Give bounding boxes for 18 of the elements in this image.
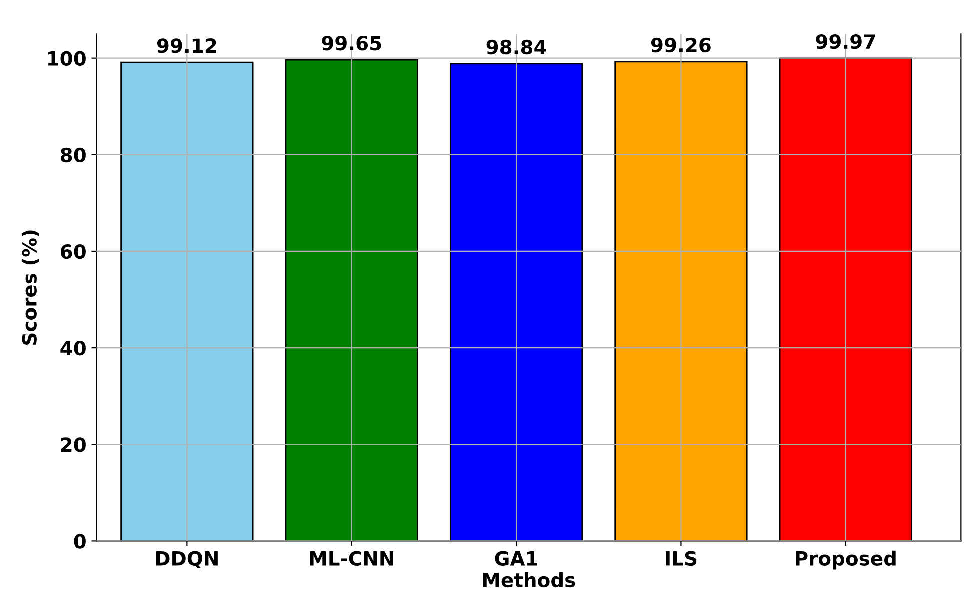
x-tick-label: Proposed: [796, 550, 896, 570]
data-label: 99.97: [816, 34, 876, 50]
data-label: 98.84: [486, 40, 546, 55]
data-label: 99.65: [322, 36, 382, 51]
y-tick-label: 80: [61, 148, 86, 163]
x-tick-label: ILS: [666, 551, 697, 566]
x-tick-label: DDQN: [156, 551, 218, 569]
y-tick-label: 40: [60, 341, 86, 356]
x-tick-label: GA1: [495, 551, 538, 566]
x-tick-label: ML-CNN: [310, 551, 394, 566]
y-tick-label: 20: [61, 438, 86, 452]
y-tick-label: 60: [61, 244, 86, 260]
y-tick-label: 100: [48, 51, 86, 66]
x-axis-title: Methods: [483, 572, 576, 588]
y-tick-label: 0: [74, 534, 86, 549]
data-label: 99.26: [651, 38, 711, 53]
y-axis-title: Scores (%): [22, 230, 40, 345]
data-label: 99.12: [157, 38, 216, 54]
